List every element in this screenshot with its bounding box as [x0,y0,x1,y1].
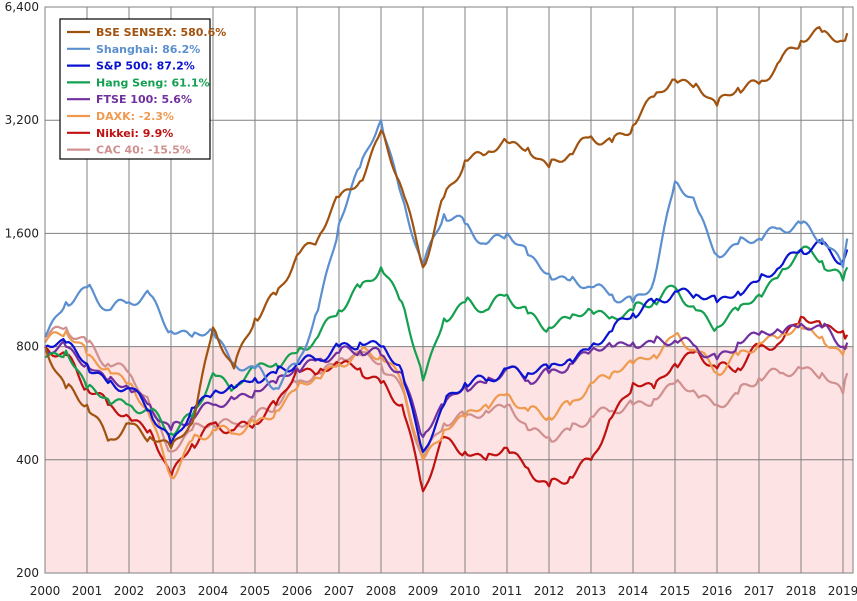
x-tick-label: 2008 [366,584,397,598]
x-tick-label: 2016 [702,584,733,598]
x-tick-label: 2014 [618,584,649,598]
x-tick-label: 2004 [198,584,229,598]
legend-entry: FTSE 100: 5.6% [96,93,192,106]
x-tick-label: 2012 [534,584,565,598]
legend-entry: Hang Seng: 61.1% [96,76,210,89]
x-tick-label: 2003 [156,584,187,598]
y-axis-ticks: 200 400 800 1,600 3,200 6,400 [5,0,39,580]
series-line-cac-40 [44,325,849,461]
x-tick-label: 2007 [324,584,355,598]
series-line-nikkei [44,315,849,493]
series-lines [43,26,849,493]
legend-entry: DAXK: -2.3% [96,110,174,123]
plot-frame [44,6,854,574]
series-line-bse-sensex [43,26,849,450]
series-line-s-p-500 [44,239,849,453]
legend-entry: CAC 40: -15.5% [96,144,191,157]
y-tick-label: 400 [16,453,39,467]
series-line-daxk [44,323,849,480]
y-tick-label: 6,400 [5,0,39,14]
y-tick-label: 1,600 [5,226,39,240]
x-tick-label: 2002 [114,584,145,598]
legend-entry: BSE SENSEX: 580.6% [96,26,226,39]
x-tick-label: 2011 [492,584,523,598]
x-tick-label: 2015 [660,584,691,598]
x-tick-label: 2000 [30,584,61,598]
x-tick-label: 2005 [240,584,271,598]
series-line-shanghai [44,119,849,391]
x-tick-label: 2001 [72,584,103,598]
series-line-hang-seng [44,245,849,437]
legend-entry: Shanghai: 86.2% [96,43,200,56]
y-tick-label: 3,200 [5,113,39,127]
x-tick-label: 2018 [786,584,817,598]
x-tick-label: 2017 [744,584,775,598]
legend: BSE SENSEX: 580.6% Shanghai: 86.2% S&P 500… [59,18,226,160]
x-axis-ticks: 2000 2001 2002 2003 2004 2005 2006 2007 2008 2009… [30,584,857,598]
legend-entry: S&P 500: 87.2% [96,60,195,73]
y-tick-label: 200 [16,566,39,580]
legend-box [59,18,211,160]
x-tick-label: 2019 [828,584,857,598]
x-tick-label: 2010 [450,584,481,598]
y-tick-label: 800 [16,340,39,354]
legend-entry: Nikkei: 9.9% [96,127,173,140]
x-tick-label: 2006 [282,584,313,598]
x-tick-label: 2013 [576,584,607,598]
x-tick-label: 2009 [408,584,439,598]
